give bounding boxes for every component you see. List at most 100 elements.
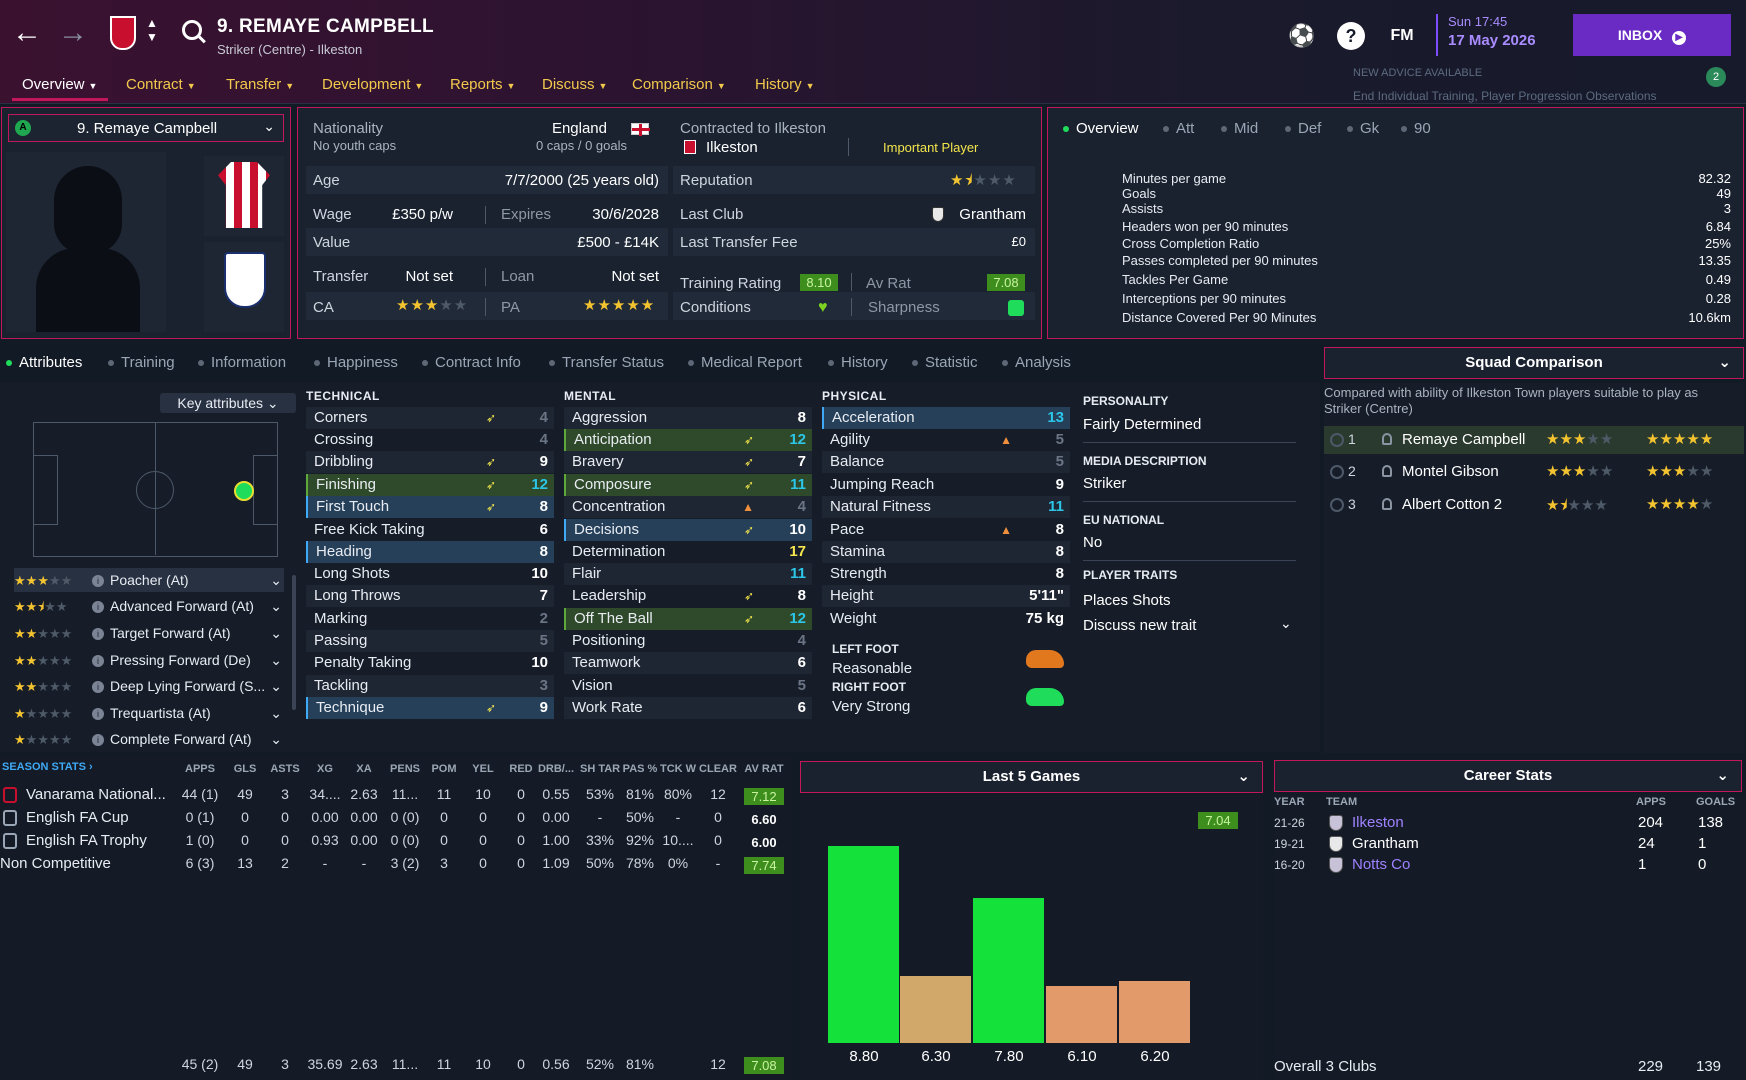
career-team[interactable]: Ilkeston [1352,814,1404,831]
role-item[interactable]: ★★★★★ i Target Forward (At) ⌄ [14,621,284,645]
contract-club[interactable]: Ilkeston [706,139,758,156]
overview-tab-mid[interactable]: Mid [1221,120,1258,137]
attribute-flair[interactable]: Flair 11 [564,563,812,585]
role-item[interactable]: ★★★★★ i Trequartista (At) ⌄ [14,701,284,725]
date-display[interactable]: Sun 17:45 17 May 2026 [1436,14,1566,56]
attribute-vision[interactable]: Vision 5 [564,675,812,697]
expires-value[interactable]: 30/6/2028 [592,206,659,223]
info-icon[interactable]: i [92,601,104,614]
attribute-penalty-taking[interactable]: Penalty Taking 10 [306,652,554,674]
position-st-icon[interactable] [234,481,254,501]
competition-name[interactable]: Vanarama National... [26,786,166,803]
attribute-strength[interactable]: Strength 8 [822,563,1070,585]
tab-attributes[interactable]: Attributes [6,354,82,371]
chevron-down-icon[interactable]: ⌄ [270,731,282,747]
key-attributes-dropdown[interactable]: Key attributes ⌄ [160,393,296,413]
menu-history[interactable]: History ▼ [755,76,815,93]
role-item[interactable]: ★★⯨★★ i Advanced Forward (At) ⌄ [14,594,284,618]
menu-development[interactable]: Development ▼ [322,76,423,93]
chevron-down-icon[interactable]: ⌄ [270,572,282,588]
inbox-button[interactable]: INBOX ▶ [1573,14,1731,56]
attribute-natural-fitness[interactable]: Natural Fitness 11 [822,496,1070,518]
overview-tab-gk[interactable]: Gk [1347,120,1379,137]
loan-value[interactable]: Not set [611,268,659,285]
squad-comparison-row[interactable]: 2 Montel Gibson ★★★★★ ★★★★★ [1324,458,1744,486]
attribute-agility[interactable]: Agility ▲ 5 [822,429,1070,451]
radio-icon[interactable] [1330,433,1344,447]
role-item[interactable]: ★★★★★ i Complete Forward (At) ⌄ [14,727,284,751]
advice-text[interactable]: End Individual Training, Player Progress… [1353,89,1657,103]
discuss-trait-button[interactable]: Discuss new trait [1083,617,1197,634]
menu-overview[interactable]: Overview ▼ [22,76,97,93]
tab-statistic[interactable]: Statistic [912,354,978,371]
attribute-pace[interactable]: Pace ▲ 8 [822,519,1070,541]
competition-name[interactable]: Non Competitive [0,855,111,872]
menu-contract[interactable]: Contract ▼ [126,76,196,93]
overview-tab-overview[interactable]: Overview [1063,120,1139,137]
search-icon[interactable] [182,20,202,40]
menu-reports[interactable]: Reports ▼ [450,76,515,93]
attribute-heading[interactable]: Heading 8 [306,541,554,563]
role-item[interactable]: ★★★★★ i Poacher (At) ⌄ [14,568,284,592]
player-select-dropdown[interactable]: A 9. Remaye Campbell ⌄ [8,114,284,142]
chevron-down-icon[interactable]: ⌄ [270,705,282,721]
tab-analysis[interactable]: Analysis [1002,354,1071,371]
overview-tab-att[interactable]: Att [1163,120,1194,137]
role-item[interactable]: ★★★★★ i Pressing Forward (De) ⌄ [14,648,284,672]
attribute-determination[interactable]: Determination 17 [564,541,812,563]
attribute-corners[interactable]: Corners ➶ 4 [306,407,554,429]
advice-count-badge[interactable]: 2 [1706,67,1726,87]
tab-medical-report[interactable]: Medical Report [688,354,802,371]
attribute-free-kick-taking[interactable]: Free Kick Taking 6 [306,519,554,541]
tab-training[interactable]: Training [108,354,175,371]
attribute-marking[interactable]: Marking 2 [306,608,554,630]
tab-transfer-status[interactable]: Transfer Status [549,354,664,371]
discuss-trait-chevron-icon[interactable]: ⌄ [1280,615,1292,631]
squad-player-name[interactable]: Remaye Campbell [1402,431,1526,448]
season-stats-header[interactable]: RED [509,763,533,775]
attribute-composure[interactable]: Composure ➶ 11 [564,474,812,496]
transfer-value[interactable]: Not set [405,268,453,285]
role-item[interactable]: ★★★★★ i Deep Lying Forward (S... ⌄ [14,674,284,698]
forward-arrow-icon[interactable]: → [58,16,88,49]
attribute-finishing[interactable]: Finishing ➶ 12 [306,474,554,496]
nationality-value[interactable]: England [551,120,607,137]
season-stats-header[interactable]: POM [431,763,457,775]
attribute-decisions[interactable]: Decisions ➶ 10 [564,519,812,541]
season-stats-header[interactable]: TCK W [659,763,697,775]
attribute-off-the-ball[interactable]: Off The Ball ➶ 12 [564,608,812,630]
wage-value[interactable]: £350 p/w [392,206,453,223]
season-stats-header[interactable]: SH TAR [580,763,621,775]
career-team[interactable]: Grantham [1352,835,1419,852]
info-icon[interactable]: i [92,628,104,641]
attribute-bravery[interactable]: Bravery ➶ 7 [564,451,812,473]
menu-transfer[interactable]: Transfer ▼ [226,76,294,93]
season-stats-header[interactable]: DRB/... [537,763,575,775]
info-icon[interactable]: i [92,708,104,721]
chevron-down-icon[interactable]: ⌄ [270,652,282,668]
squad-player-name[interactable]: Montel Gibson [1402,463,1499,480]
attribute-crossing[interactable]: Crossing 4 [306,429,554,451]
attribute-work-rate[interactable]: Work Rate 6 [564,697,812,719]
attribute-aggression[interactable]: Aggression 8 [564,407,812,429]
season-stats-header[interactable]: XG [317,763,333,775]
menu-discuss[interactable]: Discuss ▼ [542,76,607,93]
season-stats-header[interactable]: CLEAR [699,763,737,775]
season-stats-link[interactable]: SEASON STATS › [2,761,93,773]
overview-tab-def[interactable]: Def [1285,120,1321,137]
last-5-bar[interactable] [1046,986,1117,1043]
attribute-positioning[interactable]: Positioning 4 [564,630,812,652]
attribute-first-touch[interactable]: First Touch ➶ 8 [306,496,554,518]
tab-history[interactable]: History [828,354,888,371]
last-5-bar[interactable] [828,846,899,1043]
competition-name[interactable]: English FA Cup [26,809,129,826]
attribute-concentration[interactable]: Concentration ▲ 4 [564,496,812,518]
season-stats-header[interactable]: PENS [390,763,420,775]
career-team[interactable]: Notts Co [1352,856,1411,873]
season-stats-header[interactable]: GLS [233,763,257,775]
club-crest-icon[interactable] [110,16,136,50]
fm-logo[interactable]: FM [1390,27,1414,44]
season-stats-header[interactable]: ASTS [270,763,300,775]
attribute-long-shots[interactable]: Long Shots 10 [306,563,554,585]
last-5-bar[interactable] [900,976,971,1043]
